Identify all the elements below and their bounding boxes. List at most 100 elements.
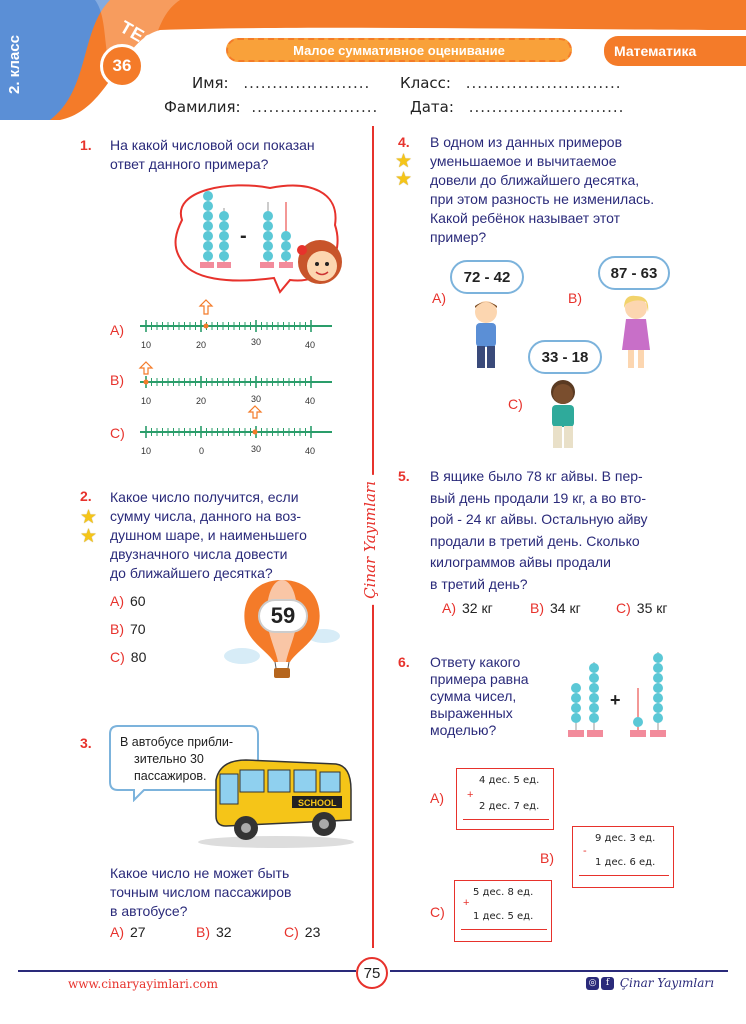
- q1-abacus-illustration: -: [174, 184, 342, 294]
- q1-c-tick-label: 40: [305, 446, 316, 456]
- star-icon: ★: [80, 507, 98, 528]
- q4-option-letter: A): [432, 290, 446, 306]
- q2-text-line: душном шаре, и наименьшего: [110, 527, 307, 543]
- q3-number: 3.: [80, 735, 92, 751]
- q2-option-b[interactable]: B) 70: [110, 621, 146, 637]
- q6-text-line: моделью?: [430, 722, 497, 738]
- q1-marker-a: [203, 323, 209, 329]
- q4-option-letter: B): [568, 290, 582, 306]
- class-label: Класс:: [400, 74, 451, 92]
- star-icon: ★: [395, 169, 413, 190]
- q2-number: 2.: [80, 488, 92, 504]
- q3-bubble-line: пассажиров.: [134, 769, 207, 783]
- q6-number: 6.: [398, 654, 410, 670]
- q5-option-letter: B): [530, 600, 544, 616]
- q5-option-a[interactable]: A) 32 кг: [442, 600, 493, 616]
- q5-text-line: продали в третий день. Сколько: [430, 532, 640, 549]
- balloon-number: 59: [258, 599, 308, 633]
- q1-option-c-letter[interactable]: C): [110, 425, 131, 441]
- q1-option-b-letter[interactable]: B): [110, 372, 130, 388]
- minus-icon: -: [583, 845, 587, 857]
- q1-text: На какой числовой оси показан ответ данн…: [110, 136, 360, 174]
- facebook-icon[interactable]: f: [601, 977, 614, 990]
- q4-option-b[interactable]: B): [568, 290, 588, 306]
- q5-option-value: 35 кг: [636, 600, 668, 616]
- q4-option-c[interactable]: C): [508, 396, 529, 412]
- q1-number: 1.: [80, 137, 92, 153]
- q5-text-line: в третий день?: [430, 575, 528, 592]
- q6-a-row1: 4 дес. 5 ед.: [479, 775, 540, 786]
- page-number: 75: [356, 957, 388, 989]
- q6-option-c-box[interactable]: 5 дес. 8 ед. + 1 дес. 5 ед.: [454, 880, 552, 942]
- q6-abacus-right: [630, 652, 666, 737]
- q5-text-line: рой - 24 кг айвы. Остальную айву: [430, 511, 648, 527]
- q2-text-line: Какое число получится, если: [110, 489, 299, 505]
- instagram-icon[interactable]: ◎: [586, 977, 599, 990]
- surname-field[interactable]: Фамилия: ......................: [164, 98, 378, 116]
- q3-option-a[interactable]: A) 27: [110, 924, 146, 940]
- website-link[interactable]: www.cinaryayimlari.com: [68, 977, 219, 991]
- q5-option-b[interactable]: B) 34 кг: [530, 600, 581, 616]
- q3-option-value: 23: [304, 924, 321, 940]
- q1-c-tick-label: 0: [199, 446, 205, 456]
- q6-c-row2: 1 дес. 5 ед.: [473, 911, 534, 922]
- q1-abacus-left: [200, 191, 231, 268]
- q1-option-c-numberline[interactable]: [136, 404, 336, 448]
- class-field[interactable]: Класс: ...........................: [400, 74, 622, 92]
- arrow-up-icon: [198, 299, 214, 315]
- boy-character-icon: [551, 380, 575, 448]
- q6-option-a[interactable]: A): [430, 790, 450, 806]
- q2-option-a[interactable]: A) 60: [110, 593, 146, 609]
- q6-b-row1: 9 дес. 3 ед.: [595, 833, 656, 844]
- q6-option-letter: A): [430, 790, 444, 806]
- q1-b-tick-label: 30: [251, 394, 262, 404]
- q1-text-line: На какой числовой оси показан: [110, 137, 315, 153]
- q6-c-sum-line: [461, 929, 547, 930]
- q5-option-value: 34 кг: [550, 600, 581, 616]
- q1-option-letter: A): [110, 322, 124, 338]
- q6-option-c[interactable]: C): [430, 904, 451, 920]
- q1-option-a-letter[interactable]: A): [110, 322, 130, 338]
- q6-plus-sign: +: [610, 690, 621, 710]
- q2-option-value: 80: [130, 649, 147, 665]
- q4-text: В одном из данных примеров уменьшаемое и…: [430, 133, 730, 247]
- q3-option-value: 32: [216, 924, 232, 940]
- name-blank: ......................: [243, 74, 371, 92]
- q4-text-line: при этом разность не изменилась.: [430, 191, 655, 207]
- q2-text: Какое число получится, если сумму числа,…: [110, 488, 350, 583]
- q3-option-c[interactable]: C) 23: [284, 924, 320, 940]
- grade-label: 2. класс: [6, 35, 23, 95]
- q5-option-c[interactable]: C) 35 кг: [616, 600, 667, 616]
- date-blank: ...........................: [468, 98, 625, 116]
- q5-text-line: В ящике было 78 кг айвы. В пер-: [430, 468, 643, 484]
- q1-b-tick-label: 10: [141, 396, 152, 406]
- name-field[interactable]: Имя: ......................: [192, 74, 370, 92]
- q4-text-line: В одном из данных примеров: [430, 134, 623, 150]
- q4-bubble-c: 33 - 18: [528, 340, 602, 374]
- q6-text: Ответу какого примера равна сумма чисел,…: [430, 654, 560, 739]
- q3-text: Какое число не может быть точным числом …: [110, 864, 360, 921]
- q1-c-tick-label: 10: [141, 446, 152, 456]
- q6-option-b-box[interactable]: 9 дес. 3 ед. - 1 дес. 6 ед.: [572, 826, 674, 888]
- q1-a-tick-label: 40: [305, 340, 316, 350]
- q4-option-a[interactable]: A): [432, 290, 452, 306]
- q3-text-line: точным числом пассажиров: [110, 884, 292, 900]
- star-icon: ★: [395, 151, 413, 172]
- q6-a-sum-line: [463, 819, 549, 820]
- date-field[interactable]: Дата: ...........................: [410, 98, 624, 116]
- footer-line-left: [18, 970, 356, 972]
- q3-option-b[interactable]: B) 32: [196, 924, 232, 940]
- q1-option-a-numberline[interactable]: [136, 296, 336, 340]
- q1-option-b-numberline[interactable]: [136, 360, 336, 396]
- subject-tab: Математика: [604, 36, 746, 66]
- q2-option-c[interactable]: C) 80: [110, 649, 146, 665]
- boy-character-icon: [475, 301, 497, 368]
- q1-c-tick-label: 30: [251, 444, 262, 454]
- q6-option-letter: C): [430, 904, 445, 920]
- girl-character-icon: [297, 240, 342, 284]
- q2-option-letter: A): [110, 593, 124, 609]
- q6-option-b[interactable]: B): [540, 850, 560, 866]
- side-brand-text: Çinar Yayımları: [361, 475, 380, 605]
- q6-option-a-box[interactable]: 4 дес. 5 ед. + 2 дес. 7 ед.: [456, 768, 554, 830]
- q1-b-tick-label: 40: [305, 396, 316, 406]
